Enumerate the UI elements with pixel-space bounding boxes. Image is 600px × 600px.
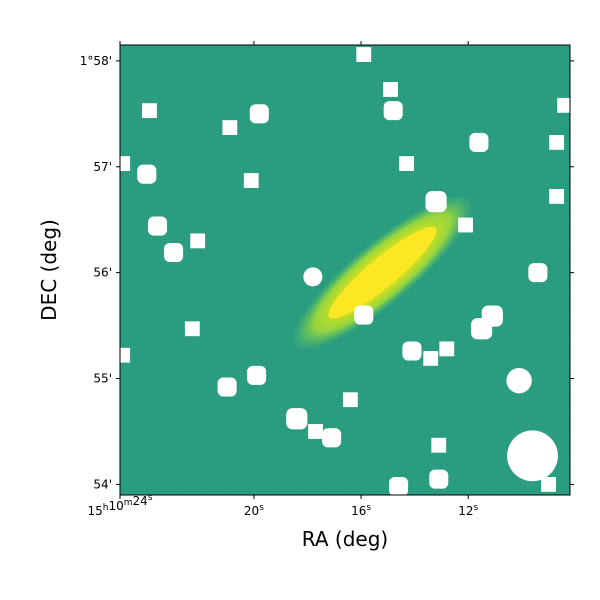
star-mask — [471, 318, 493, 340]
star-mask — [342, 392, 358, 408]
x-axis-label: RA (deg) — [302, 527, 388, 551]
galaxy-core — [328, 226, 437, 319]
star-mask — [425, 191, 447, 213]
star-mask — [356, 47, 372, 62]
star-mask — [557, 97, 570, 113]
x-tick-label: 15h10m24s — [87, 493, 152, 518]
star-mask — [439, 341, 455, 357]
star-mask — [541, 477, 556, 492]
y-tick-label: 56' — [93, 266, 112, 280]
star-mask — [120, 156, 131, 171]
star-mask — [303, 267, 323, 287]
star-mask — [147, 216, 168, 236]
y-axis-label: DEC (deg) — [37, 219, 61, 321]
star-mask — [458, 217, 473, 233]
star-mask — [354, 305, 374, 325]
galaxy — [291, 194, 474, 351]
star-mask — [120, 347, 131, 363]
x-tick-label: 16s — [351, 503, 371, 518]
x-axis-ticks: 15h10m24s 20s 16s 12s — [87, 41, 479, 518]
star-mask — [507, 430, 558, 482]
star-mask — [549, 135, 565, 150]
y-tick-label: 55' — [93, 372, 112, 386]
star-mask — [402, 341, 422, 361]
star-mask — [383, 82, 398, 97]
x-tick-label: 12s — [458, 503, 478, 518]
star-mask — [528, 263, 548, 283]
star-mask — [399, 156, 415, 171]
y-tick-label: 1°58' — [80, 54, 112, 68]
star-mask — [322, 428, 342, 448]
y-tick-label: 57' — [93, 160, 112, 174]
star-mask — [247, 365, 267, 385]
star-mask — [429, 469, 449, 489]
star-mask — [217, 377, 237, 397]
star-mask — [431, 437, 447, 453]
star-mask — [249, 104, 269, 124]
star-mask — [184, 321, 200, 337]
mask-layer — [120, 47, 570, 495]
star-mask — [389, 477, 409, 495]
star-mask — [308, 424, 323, 439]
y-tick-label: 54' — [93, 477, 112, 491]
star-mask — [142, 103, 157, 119]
star-mask — [137, 164, 157, 184]
star-mask — [164, 243, 184, 263]
y-axis-ticks: 1°58' 57' 56' 55' 54' — [80, 54, 574, 491]
x-tick-label: 20s — [244, 503, 264, 518]
plot-frame — [119, 44, 571, 496]
star-mask — [383, 101, 403, 121]
star-mask — [423, 351, 439, 366]
star-mask — [469, 132, 489, 152]
star-mask — [286, 408, 308, 430]
star-mask — [243, 173, 259, 188]
star-mask — [222, 120, 238, 135]
star-mask — [190, 233, 206, 249]
star-mask — [506, 367, 532, 394]
star-mask — [549, 189, 565, 204]
image-area — [120, 45, 570, 495]
